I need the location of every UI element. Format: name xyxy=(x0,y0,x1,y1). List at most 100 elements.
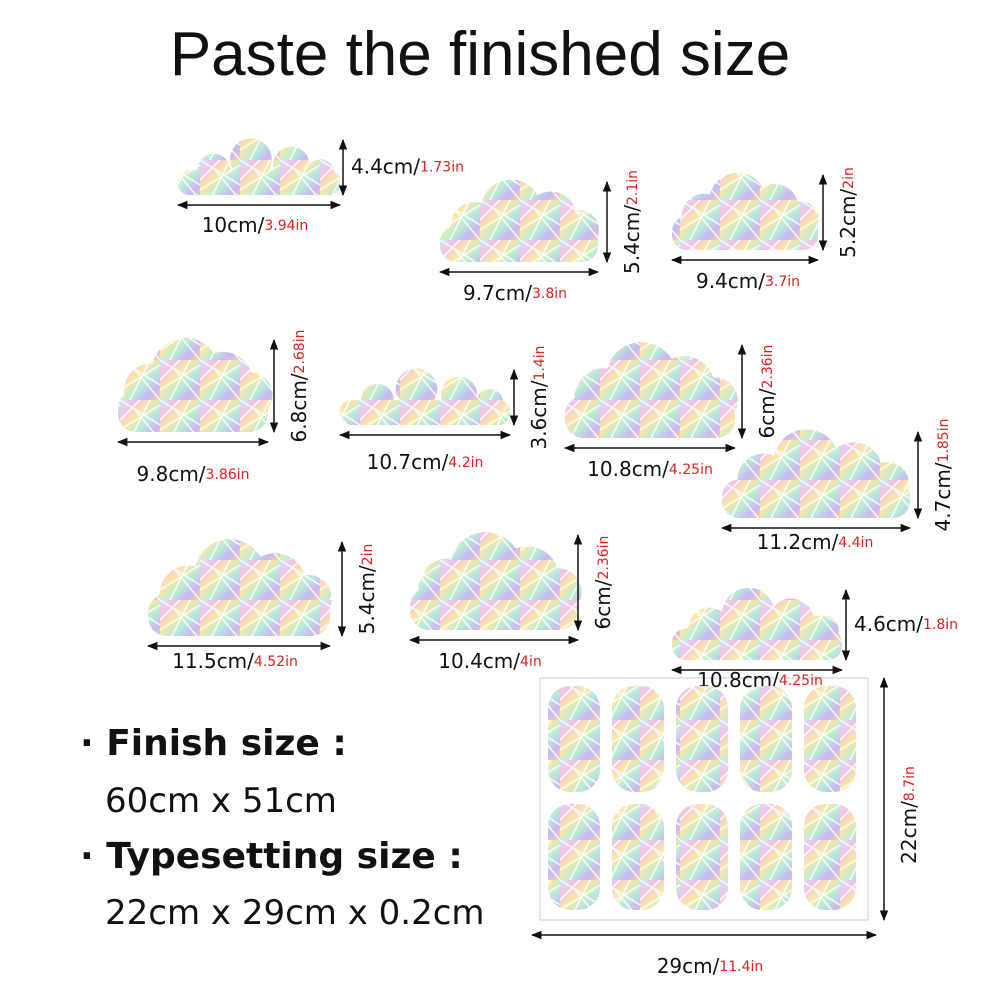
size-cm: 9.4cm/ xyxy=(696,269,765,293)
size-in: 1.85in xyxy=(936,419,952,463)
size-in: 3.94in xyxy=(264,218,308,234)
size-label: 4.7cm/1.85in xyxy=(931,419,955,532)
cloud-bump xyxy=(559,210,600,250)
size-cm: 4.6cm/ xyxy=(854,612,923,636)
size-in: 2in xyxy=(360,544,376,566)
size-in: 2.36in xyxy=(760,345,776,389)
sheet-sticker xyxy=(548,804,600,910)
size-in: 4.4in xyxy=(838,535,873,551)
size-in: 1.73in xyxy=(420,160,464,176)
sheet-sticker xyxy=(740,686,792,792)
size-cm: 6cm/ xyxy=(591,579,615,629)
sticker-cloud xyxy=(148,539,332,636)
size-in: 4.2in xyxy=(448,455,483,471)
size-label: 10.8cm/4.25in xyxy=(587,457,713,481)
size-in: 1.4in xyxy=(532,345,548,380)
size-label: 6cm/2.36in xyxy=(591,536,615,630)
cloud-bump xyxy=(440,376,478,413)
size-in: 1.8in xyxy=(923,617,958,633)
cloud-bump xyxy=(773,429,840,495)
size-cm: 4.4cm/ xyxy=(351,154,420,178)
sheet-sticker xyxy=(612,804,664,910)
cloud-bump xyxy=(767,598,815,645)
size-label: 10cm/3.94in xyxy=(202,213,309,237)
sheet-outline xyxy=(539,677,869,921)
sticker-cloud xyxy=(672,587,842,660)
cloud-bump xyxy=(691,377,738,425)
size-cm: 10.7cm/ xyxy=(367,450,449,474)
size-cm: 29cm/ xyxy=(657,954,720,978)
size-in: 11.4in xyxy=(719,959,763,975)
size-label: 6.8cm/2.68in xyxy=(287,330,311,443)
size-in: 2.1in xyxy=(625,170,641,205)
cloud-bump xyxy=(865,462,909,506)
cloud-bump xyxy=(284,574,332,622)
size-cm: 3.6cm/ xyxy=(527,380,551,449)
size-cm: 6.8cm/ xyxy=(287,373,311,442)
size-label: 9.4cm/3.7in xyxy=(696,269,800,293)
sticker-cloud xyxy=(118,338,273,432)
spec-label: · Typesetting size : xyxy=(80,836,463,877)
size-label: 11.2cm/4.4in xyxy=(757,530,874,554)
size-label: 10.7cm/4.2in xyxy=(367,450,484,474)
size-in: 3.8in xyxy=(532,286,567,302)
sticker-cloud xyxy=(340,368,510,425)
size-label: 5.4cm/2.1in xyxy=(620,170,644,274)
size-label: 22cm/8.7in xyxy=(897,766,921,864)
size-cm: 22cm/ xyxy=(897,801,921,864)
size-in: 4in xyxy=(520,654,542,670)
title: Paste the finished size xyxy=(170,20,790,89)
size-in: 2.36in xyxy=(596,536,612,580)
cloud-bump xyxy=(395,368,438,411)
cloud-bump xyxy=(534,568,582,616)
size-cm: 10.8cm/ xyxy=(587,457,669,481)
size-label: 10.4cm/4in xyxy=(438,649,541,673)
size-label: 6cm/2.36in xyxy=(755,345,779,439)
cloud-bump xyxy=(360,383,394,417)
sticker-cloud xyxy=(410,532,582,630)
size-cm: 5.2cm/ xyxy=(836,189,860,258)
size-in: 4.25in xyxy=(779,673,823,689)
sticker-cloud xyxy=(440,179,600,262)
size-in: 4.25in xyxy=(669,462,713,478)
size-cm: 5.4cm/ xyxy=(620,205,644,274)
size-label: 4.6cm/1.8in xyxy=(854,612,958,636)
size-cm: 9.7cm/ xyxy=(463,281,532,305)
size-label: 5.4cm/2in xyxy=(355,544,379,635)
cloud-bump xyxy=(273,146,310,183)
size-cm: 11.5cm/ xyxy=(172,649,254,673)
size-in: 2.68in xyxy=(292,330,308,374)
cloud-bump xyxy=(688,607,731,650)
size-label: 29cm/11.4in xyxy=(657,954,764,978)
cloud-bump xyxy=(306,159,335,187)
size-in: 3.86in xyxy=(206,467,250,483)
size-cm: 10.4cm/ xyxy=(438,649,520,673)
size-in: 8.7in xyxy=(902,766,918,801)
sheet-sticker xyxy=(676,686,728,792)
sheet-sticker xyxy=(548,686,600,792)
cloud-bump xyxy=(475,389,504,417)
size-label: 4.4cm/1.73in xyxy=(351,154,464,178)
sheet-sticker xyxy=(612,686,664,792)
sheet-sticker xyxy=(740,804,792,910)
size-label: 9.7cm/3.8in xyxy=(463,281,567,305)
size-in: 3.7in xyxy=(765,274,800,290)
size-cm: 5.4cm/ xyxy=(355,565,379,634)
sticker-cloud xyxy=(178,138,340,195)
cloud-bump xyxy=(230,138,272,181)
sheet-sticker xyxy=(676,804,728,910)
spec-value: 22cm x 29cm x 0.2cm xyxy=(105,893,485,933)
spec-label: · Finish size : xyxy=(80,723,347,764)
size-label: 9.8cm/3.86in xyxy=(137,462,250,486)
cloud-bump xyxy=(804,614,840,650)
sheet-sticker xyxy=(804,686,856,792)
size-in: 2in xyxy=(841,167,857,189)
size-label: 5.2cm/2in xyxy=(836,167,860,258)
sticker-cloud xyxy=(565,342,738,438)
size-in: 4.52in xyxy=(254,654,298,670)
spec-value: 60cm x 51cm xyxy=(105,781,337,821)
cloud-bump xyxy=(227,372,273,418)
size-cm: 10cm/ xyxy=(202,213,265,237)
size-cm: 6cm/ xyxy=(755,388,779,438)
